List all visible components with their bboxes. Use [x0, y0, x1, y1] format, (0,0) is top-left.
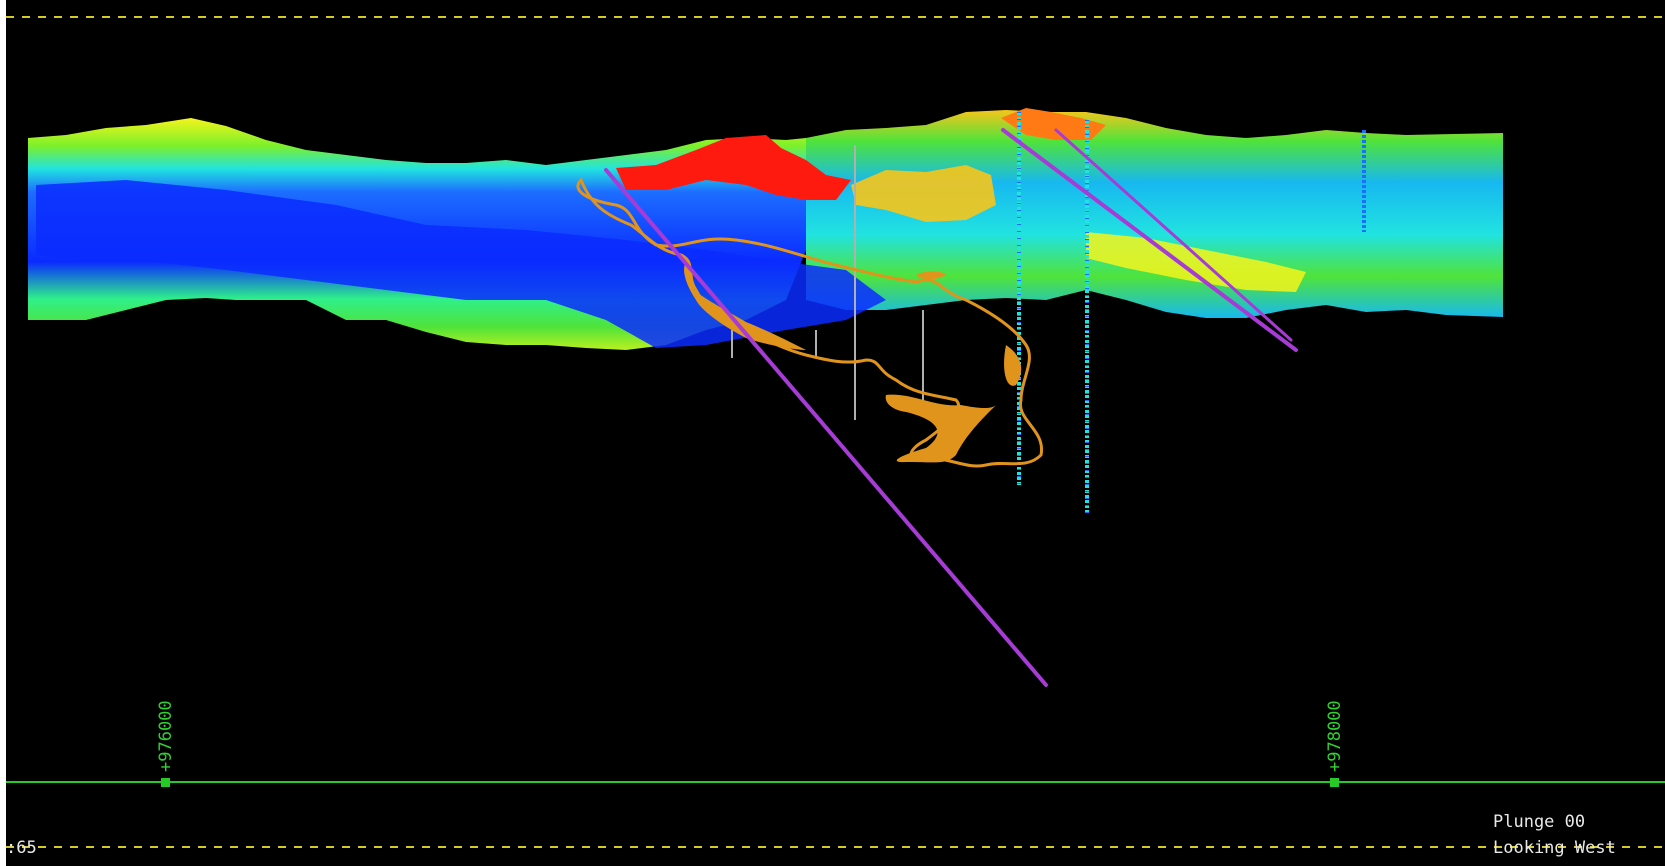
- medium-grade-zone[interactable]: [851, 165, 996, 222]
- section-canvas[interactable]: [6, 0, 1665, 866]
- plunge-label: Plunge 00: [1493, 812, 1586, 832]
- block-model-east[interactable]: [806, 110, 1503, 318]
- section-viewport[interactable]: +976000 +978000 Plunge 00 Looking West :…: [6, 0, 1665, 866]
- high-grade-zone[interactable]: [616, 135, 851, 200]
- grid-label-978000: +978000: [1325, 700, 1345, 772]
- low-grade-core[interactable]: [36, 180, 886, 348]
- assay-drillholes[interactable]: [1017, 112, 1366, 515]
- upper-right-hot-zone[interactable]: [1001, 108, 1106, 140]
- corner-coordinate-label: :65: [6, 838, 37, 858]
- square-marker-icon[interactable]: [161, 778, 170, 787]
- square-marker-icon[interactable]: [1330, 778, 1339, 787]
- grid-label-976000: +976000: [156, 700, 176, 772]
- gray-drillholes: [731, 145, 924, 420]
- looking-direction-label: Looking West: [1493, 838, 1616, 858]
- right-yellow-band[interactable]: [1086, 232, 1306, 292]
- inclined-drillholes[interactable]: [604, 128, 1298, 687]
